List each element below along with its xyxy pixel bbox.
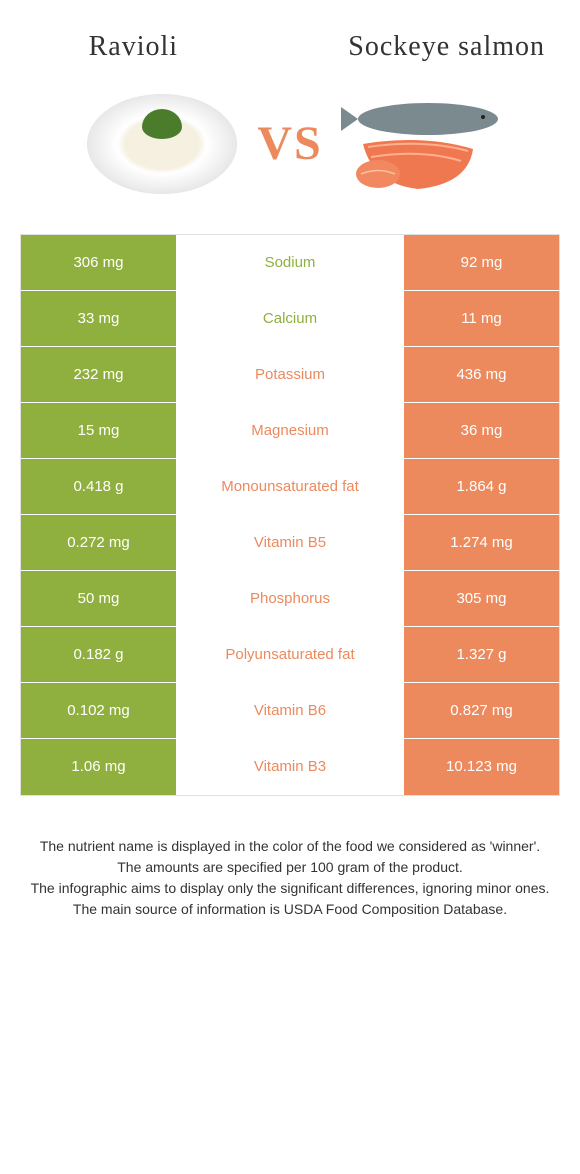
table-row: 306 mgSodium92 mg (21, 235, 559, 291)
value-right: 1.864 g (404, 459, 559, 514)
images-row: VS (0, 74, 580, 234)
value-right: 11 mg (404, 291, 559, 346)
value-left: 0.418 g (21, 459, 176, 514)
vs-label: VS (257, 116, 322, 171)
value-left: 0.182 g (21, 627, 176, 682)
table-row: 0.272 mgVitamin B51.274 mg (21, 515, 559, 571)
value-right: 36 mg (404, 403, 559, 458)
value-left: 33 mg (21, 291, 176, 346)
nutrient-name: Vitamin B5 (176, 515, 404, 570)
header: Ravioli Sockeye salmon (0, 0, 580, 74)
table-row: 50 mgPhosphorus305 mg (21, 571, 559, 627)
salmon-image (333, 84, 503, 204)
nutrient-table: 306 mgSodium92 mg33 mgCalcium11 mg232 mg… (20, 234, 560, 796)
footer-notes: The nutrient name is displayed in the co… (0, 796, 580, 940)
nutrient-name: Potassium (176, 347, 404, 402)
value-right: 92 mg (404, 235, 559, 290)
table-row: 33 mgCalcium11 mg (21, 291, 559, 347)
footer-line: The amounts are specified per 100 gram o… (30, 857, 550, 878)
nutrient-name: Calcium (176, 291, 404, 346)
table-row: 232 mgPotassium436 mg (21, 347, 559, 403)
food-title-right: Sockeye salmon (337, 30, 557, 64)
footer-line: The main source of information is USDA F… (30, 899, 550, 920)
value-left: 0.102 mg (21, 683, 176, 738)
value-left: 1.06 mg (21, 739, 176, 795)
table-row: 0.182 gPolyunsaturated fat1.327 g (21, 627, 559, 683)
food-title-left: Ravioli (23, 30, 243, 64)
nutrient-name: Phosphorus (176, 571, 404, 626)
ravioli-image (77, 84, 247, 204)
footer-line: The infographic aims to display only the… (30, 878, 550, 899)
value-right: 0.827 mg (404, 683, 559, 738)
table-row: 0.418 gMonounsaturated fat1.864 g (21, 459, 559, 515)
value-right: 1.274 mg (404, 515, 559, 570)
value-right: 436 mg (404, 347, 559, 402)
table-row: 15 mgMagnesium36 mg (21, 403, 559, 459)
value-left: 232 mg (21, 347, 176, 402)
footer-line: The nutrient name is displayed in the co… (30, 836, 550, 857)
value-right: 305 mg (404, 571, 559, 626)
value-left: 306 mg (21, 235, 176, 290)
nutrient-name: Vitamin B3 (176, 739, 404, 795)
value-left: 15 mg (21, 403, 176, 458)
table-row: 1.06 mgVitamin B310.123 mg (21, 739, 559, 795)
nutrient-name: Polyunsaturated fat (176, 627, 404, 682)
value-left: 0.272 mg (21, 515, 176, 570)
table-row: 0.102 mgVitamin B60.827 mg (21, 683, 559, 739)
value-right: 1.327 g (404, 627, 559, 682)
value-left: 50 mg (21, 571, 176, 626)
value-right: 10.123 mg (404, 739, 559, 795)
nutrient-name: Monounsaturated fat (176, 459, 404, 514)
nutrient-name: Magnesium (176, 403, 404, 458)
nutrient-name: Sodium (176, 235, 404, 290)
nutrient-name: Vitamin B6 (176, 683, 404, 738)
